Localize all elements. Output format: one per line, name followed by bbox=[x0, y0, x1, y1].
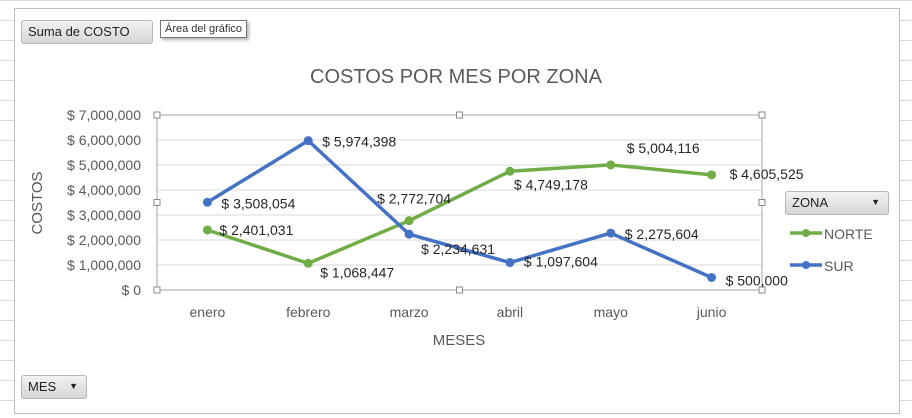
y-axis-title: COSTOS bbox=[29, 171, 46, 234]
resize-handle bbox=[153, 111, 161, 119]
data-label: $ 5,974,398 bbox=[322, 134, 396, 150]
x-tick-label: mayo bbox=[594, 304, 628, 320]
chart-area-tooltip: Área del gráfico bbox=[160, 20, 248, 38]
resize-handle bbox=[758, 286, 766, 294]
legend-entry-norte: NORTE bbox=[824, 226, 873, 242]
data-point bbox=[303, 136, 313, 146]
legend-marker-icon bbox=[802, 229, 810, 237]
series-line-sur bbox=[206, 138, 713, 280]
legend-marker-icon bbox=[802, 261, 810, 269]
data-label: $ 2,772,704 bbox=[377, 191, 451, 207]
data-point bbox=[404, 216, 414, 226]
y-tick-label: $ 6,000,000 bbox=[67, 132, 141, 148]
data-label: $ 500,000 bbox=[726, 273, 788, 289]
x-tick-label: junio bbox=[696, 304, 727, 320]
data-label: $ 4,749,178 bbox=[514, 176, 588, 192]
resize-handle bbox=[153, 199, 161, 206]
value-field-button[interactable]: Suma de COSTO bbox=[21, 20, 153, 44]
y-tick-label: $ 0 bbox=[122, 282, 142, 298]
data-point bbox=[606, 160, 616, 170]
data-point bbox=[505, 166, 515, 176]
axis-field-label: MES bbox=[28, 379, 57, 394]
y-tick-label: $ 4,000,000 bbox=[67, 182, 141, 198]
series-line-norte bbox=[206, 163, 712, 266]
data-label: $ 4,605,525 bbox=[730, 166, 804, 182]
y-tick-label: $ 2,000,000 bbox=[67, 232, 141, 248]
data-point bbox=[707, 273, 717, 282]
data-point bbox=[202, 225, 212, 235]
data-label: $ 2,234,631 bbox=[421, 241, 495, 257]
x-tick-label: marzo bbox=[390, 304, 429, 320]
data-label: $ 3,508,054 bbox=[221, 195, 295, 211]
y-tick-label: $ 5,000,000 bbox=[67, 157, 141, 173]
resize-handle bbox=[456, 111, 463, 119]
legend-entry-sur: SUR bbox=[824, 258, 854, 274]
y-tick-label: $ 7,000,000 bbox=[67, 107, 141, 123]
data-label: $ 1,068,447 bbox=[320, 264, 394, 280]
legend-field-label: ZONA bbox=[792, 195, 829, 210]
chart-area[interactable]: Suma de COSTO MES ▼ ZONA ▼ bbox=[14, 8, 900, 414]
resize-handle bbox=[456, 286, 463, 294]
data-label: $ 2,401,031 bbox=[219, 222, 293, 238]
x-tick-label: febrero bbox=[286, 304, 331, 320]
y-tick-label: $ 3,000,000 bbox=[67, 207, 141, 223]
data-point bbox=[404, 229, 414, 239]
x-axis-title: MESES bbox=[433, 332, 486, 349]
data-point bbox=[505, 258, 515, 268]
dropdown-arrow-icon: ▼ bbox=[69, 381, 78, 391]
resize-handle bbox=[758, 199, 766, 206]
x-tick-label: enero bbox=[190, 304, 226, 320]
data-label: $ 1,097,604 bbox=[524, 254, 598, 270]
legend-field-button[interactable]: ZONA ▼ bbox=[785, 191, 889, 215]
data-point bbox=[707, 170, 717, 180]
data-label: $ 2,275,604 bbox=[625, 226, 699, 242]
x-tick-label: abril bbox=[497, 304, 523, 320]
data-point bbox=[202, 197, 212, 207]
data-point bbox=[606, 228, 616, 238]
resize-handle bbox=[758, 111, 766, 119]
y-tick-label: $ 1,000,000 bbox=[67, 257, 141, 273]
resize-handle bbox=[153, 286, 161, 294]
data-point bbox=[303, 258, 313, 268]
axis-field-button[interactable]: MES ▼ bbox=[21, 375, 87, 399]
chart-title: COSTOS POR MES POR ZONA bbox=[310, 66, 603, 88]
dropdown-arrow-icon: ▼ bbox=[871, 197, 880, 207]
data-label: $ 5,004,116 bbox=[627, 140, 700, 156]
